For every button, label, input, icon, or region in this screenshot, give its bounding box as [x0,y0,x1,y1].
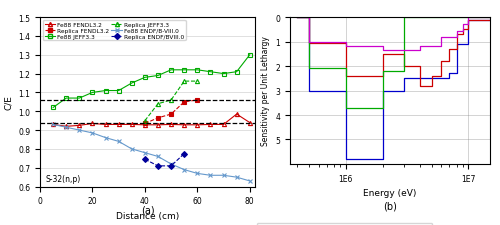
Text: (b): (b) [383,200,397,210]
Legend: Fe88-S_A14 Inel Fe56, Replica_S_A7 Inel Fe56, Fe88-S_A14 Elas Fe56, Replica_S_A7: Fe88-S_A14 Inel Fe56, Replica_S_A7 Inel … [257,223,432,225]
X-axis label: Energy (eV): Energy (eV) [364,188,416,197]
Text: (a): (a) [140,204,154,214]
Legend: Fe88 FENDL3.2, Replica FENDL3.2, Fe88 JEFF3.3, Replica JEFF3.3, Fe88 ENDF/B-VIII: Fe88 FENDL3.2, Replica FENDL3.2, Fe88 JE… [43,21,186,41]
Text: S-32(n,p): S-32(n,p) [45,174,80,183]
Y-axis label: Sensitivity per Unit Lethargy: Sensitivity per Unit Lethargy [261,36,270,146]
X-axis label: Distance (cm): Distance (cm) [116,211,179,220]
Y-axis label: C/E: C/E [4,95,13,110]
